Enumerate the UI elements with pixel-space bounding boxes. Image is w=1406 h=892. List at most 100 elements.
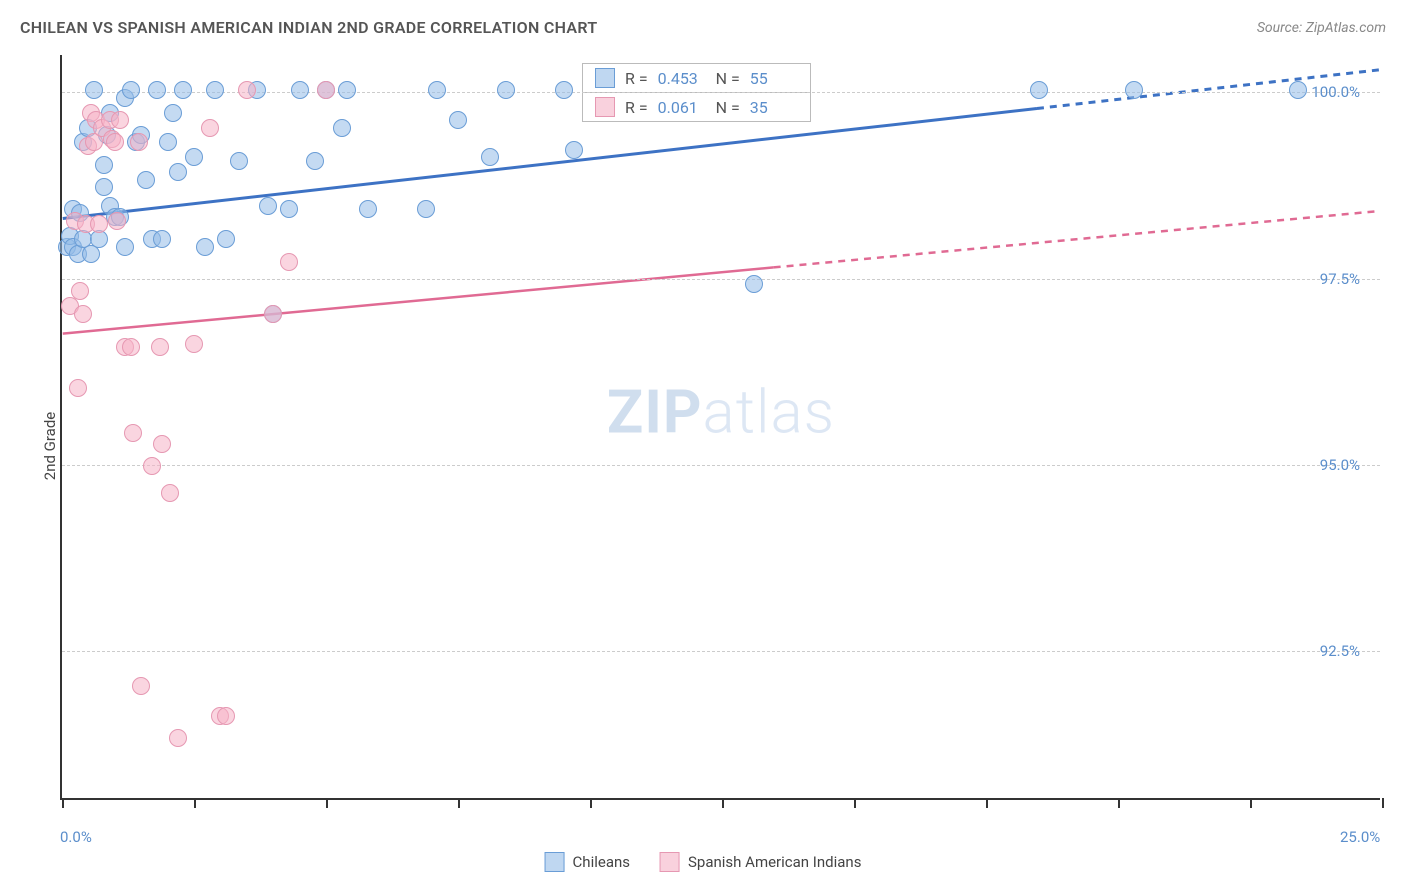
data-point-chileans bbox=[230, 152, 248, 170]
x-tick bbox=[1118, 798, 1120, 808]
data-point-chileans bbox=[291, 81, 309, 99]
data-point-spanish_american_indians bbox=[69, 379, 87, 397]
gridline-h bbox=[62, 465, 1380, 466]
watermark-atlas: atlas bbox=[703, 376, 836, 447]
x-tick bbox=[326, 798, 328, 808]
data-point-spanish_american_indians bbox=[185, 335, 203, 353]
data-point-spanish_american_indians bbox=[217, 707, 235, 725]
data-point-chileans bbox=[280, 200, 298, 218]
n-value-0: 55 bbox=[750, 69, 798, 88]
data-point-chileans bbox=[497, 81, 515, 99]
swatch-blue-icon bbox=[595, 68, 615, 88]
r-label-0: R = bbox=[625, 69, 648, 88]
n-label-0: N = bbox=[716, 69, 740, 88]
x-tick-label: 25.0% bbox=[1340, 828, 1380, 846]
data-point-spanish_american_indians bbox=[153, 435, 171, 453]
data-point-chileans bbox=[449, 111, 467, 129]
trend-line-spanish_american_indians-dashed bbox=[774, 211, 1380, 267]
y-tick-label: 97.5% bbox=[1320, 270, 1360, 288]
r-value-0: 0.453 bbox=[658, 69, 706, 88]
data-point-spanish_american_indians bbox=[108, 212, 126, 230]
r-label-1: R = bbox=[625, 98, 648, 117]
chart-title: CHILEAN VS SPANISH AMERICAN INDIAN 2ND G… bbox=[20, 18, 597, 37]
x-tick bbox=[854, 798, 856, 808]
y-tick-label: 100.0% bbox=[1311, 83, 1360, 101]
data-point-spanish_american_indians bbox=[238, 81, 256, 99]
legend-label-sai: Spanish American Indians bbox=[688, 853, 861, 871]
data-point-spanish_american_indians bbox=[143, 457, 161, 475]
y-axis-label: 2nd Grade bbox=[41, 412, 59, 480]
data-point-spanish_american_indians bbox=[317, 81, 335, 99]
data-point-chileans bbox=[428, 81, 446, 99]
legend-item-chileans: Chileans bbox=[545, 852, 630, 872]
data-point-spanish_american_indians bbox=[161, 484, 179, 502]
x-tick bbox=[194, 798, 196, 808]
legend-label-chileans: Chileans bbox=[573, 853, 630, 871]
data-point-spanish_american_indians bbox=[169, 729, 187, 747]
data-point-spanish_american_indians bbox=[74, 305, 92, 323]
gridline-h bbox=[62, 279, 1380, 280]
data-point-chileans bbox=[338, 81, 356, 99]
data-point-chileans bbox=[122, 81, 140, 99]
watermark-zip: ZIP bbox=[607, 376, 703, 447]
stats-row-chileans: R = 0.453 N = 55 bbox=[583, 64, 810, 92]
x-tick-label: 0.0% bbox=[60, 828, 92, 846]
x-tick bbox=[1250, 798, 1252, 808]
data-point-spanish_american_indians bbox=[132, 677, 150, 695]
x-tick bbox=[722, 798, 724, 808]
data-point-chileans bbox=[1030, 81, 1048, 99]
data-point-chileans bbox=[565, 141, 583, 159]
data-point-chileans bbox=[95, 156, 113, 174]
data-point-chileans bbox=[745, 275, 763, 293]
data-point-chileans bbox=[137, 171, 155, 189]
chart-header: CHILEAN VS SPANISH AMERICAN INDIAN 2ND G… bbox=[20, 18, 1386, 37]
data-point-chileans bbox=[153, 230, 171, 248]
stats-row-sai: R = 0.061 N = 35 bbox=[583, 92, 810, 121]
data-point-spanish_american_indians bbox=[71, 282, 89, 300]
chart-source: Source: ZipAtlas.com bbox=[1257, 20, 1386, 36]
legend-swatch-pink-icon bbox=[660, 852, 680, 872]
x-tick bbox=[1382, 798, 1384, 808]
data-point-chileans bbox=[185, 148, 203, 166]
data-point-spanish_american_indians bbox=[151, 338, 169, 356]
data-point-chileans bbox=[85, 81, 103, 99]
plot-area: ZIPatlas R = 0.453 N = 55 R = 0.061 N = … bbox=[60, 55, 1380, 800]
data-point-spanish_american_indians bbox=[130, 133, 148, 151]
data-point-chileans bbox=[159, 133, 177, 151]
y-tick-label: 95.0% bbox=[1320, 456, 1360, 474]
bottom-legend: Chileans Spanish American Indians bbox=[545, 852, 862, 872]
data-point-spanish_american_indians bbox=[90, 215, 108, 233]
legend-swatch-blue-icon bbox=[545, 852, 565, 872]
gridline-h bbox=[62, 651, 1380, 652]
source-prefix-text: Source: bbox=[1257, 20, 1306, 36]
data-point-chileans bbox=[1289, 81, 1307, 99]
r-value-1: 0.061 bbox=[658, 98, 706, 117]
data-point-chileans bbox=[333, 119, 351, 137]
data-point-chileans bbox=[95, 178, 113, 196]
data-point-chileans bbox=[306, 152, 324, 170]
data-point-spanish_american_indians bbox=[264, 305, 282, 323]
trend-line-spanish_american_indians bbox=[63, 267, 774, 333]
y-tick-label: 92.5% bbox=[1320, 642, 1360, 660]
data-point-chileans bbox=[217, 230, 235, 248]
swatch-pink-icon bbox=[595, 97, 615, 117]
data-point-chileans bbox=[169, 163, 187, 181]
x-tick bbox=[62, 798, 64, 808]
trend-lines-svg bbox=[62, 55, 1380, 798]
data-point-chileans bbox=[555, 81, 573, 99]
data-point-chileans bbox=[196, 238, 214, 256]
source-name-text: ZipAtlas.com bbox=[1306, 20, 1386, 36]
data-point-chileans bbox=[206, 81, 224, 99]
data-point-chileans bbox=[174, 81, 192, 99]
data-point-spanish_american_indians bbox=[111, 111, 129, 129]
data-point-spanish_american_indians bbox=[106, 133, 124, 151]
data-point-spanish_american_indians bbox=[122, 338, 140, 356]
n-label-1: N = bbox=[716, 98, 740, 117]
data-point-spanish_american_indians bbox=[280, 253, 298, 271]
watermark: ZIPatlas bbox=[607, 376, 835, 447]
x-tick bbox=[986, 798, 988, 808]
data-point-spanish_american_indians bbox=[201, 119, 219, 137]
data-point-chileans bbox=[417, 200, 435, 218]
x-tick bbox=[458, 798, 460, 808]
data-point-chileans bbox=[481, 148, 499, 166]
